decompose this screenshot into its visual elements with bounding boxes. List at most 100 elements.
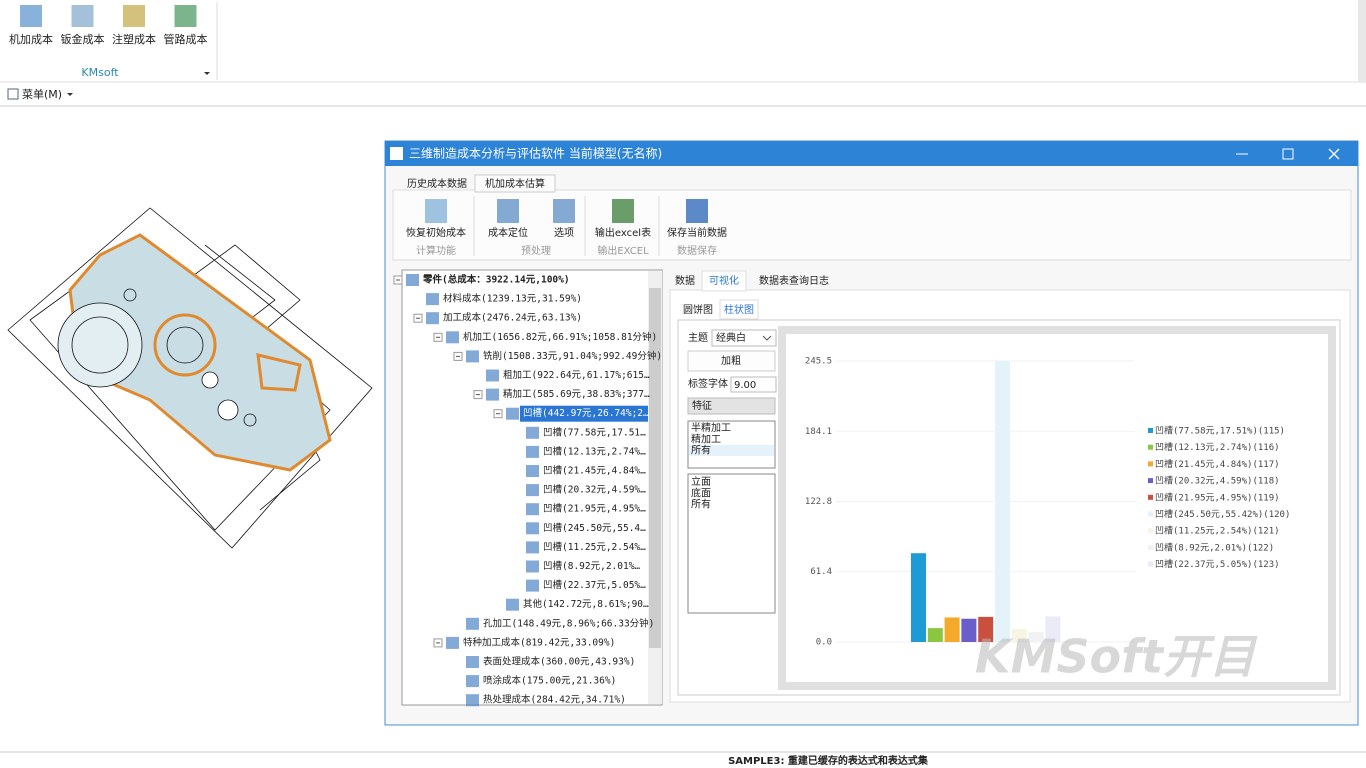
group-label: 预处理 bbox=[521, 245, 551, 257]
bar bbox=[1028, 631, 1044, 642]
tree-node[interactable]: 材料成本(1239.13元,31.59%) bbox=[443, 293, 582, 305]
label: 标签字体 bbox=[688, 377, 728, 390]
group-label: 输出EXCEL bbox=[597, 244, 649, 257]
tree-node[interactable]: 零件(总成本：3922.14元,100%) bbox=[422, 274, 570, 286]
tree-node[interactable]: 凹槽(20.32元,4.59%… bbox=[543, 484, 646, 496]
tree-icon bbox=[466, 350, 479, 363]
tree-icon bbox=[486, 388, 499, 401]
tree-node[interactable]: 喷涂成本(175.00元,21.36%) bbox=[483, 675, 616, 687]
tree-node[interactable]: 凹槽(8.92元,2.01%… bbox=[543, 560, 640, 572]
legend-swatch bbox=[1148, 478, 1153, 484]
scroll-thumb[interactable] bbox=[649, 288, 661, 648]
list-item[interactable]: 所有 bbox=[691, 498, 711, 511]
legend-entry[interactable]: 凹槽(20.32元,4.59%)(118) bbox=[1155, 475, 1280, 487]
tree-node[interactable]: 表面处理成本(360.00元,43.93%) bbox=[483, 656, 635, 668]
legend-entry[interactable]: 凹槽(245.50元,55.42%)(120) bbox=[1155, 508, 1290, 520]
tree-icon bbox=[466, 656, 479, 668]
legend-swatch bbox=[1148, 494, 1153, 500]
list-box bbox=[687, 420, 776, 469]
ribbon-icon bbox=[20, 5, 42, 27]
menu[interactable]: 菜单(M) bbox=[22, 88, 62, 101]
legend-entry[interactable]: 凹槽(77.58元,17.51%)(115) bbox=[1155, 425, 1285, 437]
tab[interactable]: 历史成本数据 bbox=[407, 177, 467, 190]
toolbar-button[interactable]: 选项 bbox=[554, 226, 574, 239]
bar bbox=[911, 553, 926, 642]
tree-node[interactable]: 凹槽(245.50元,55.4… bbox=[543, 522, 646, 534]
tree-node[interactable]: 凹槽(442.97元,26.74%;2… bbox=[523, 407, 649, 419]
bar bbox=[927, 628, 943, 642]
tree-node[interactable]: 孔加工(148.49元,8.96%;66.33分钟) bbox=[483, 617, 654, 629]
ribbon-icon bbox=[174, 5, 197, 27]
list-item[interactable]: 精加工 bbox=[691, 432, 721, 445]
tab[interactable]: 数据 bbox=[675, 274, 695, 287]
toolbar-button[interactable]: 输出excel表 bbox=[595, 226, 651, 239]
tree-icon bbox=[526, 541, 539, 554]
ribbon-button[interactable]: 机加成本 bbox=[9, 32, 53, 46]
toolbar-button[interactable]: 成本定位 bbox=[488, 226, 528, 239]
legend-entry[interactable]: 凹槽(8.92元,2.01%)(122) bbox=[1155, 541, 1274, 553]
tree-node[interactable]: 铣削(1508.33元,91.04%;992.49分钟) bbox=[483, 350, 662, 362]
tree-node[interactable]: 精加工(585.69元,38.83%;377… bbox=[503, 388, 650, 400]
toolbar-icon bbox=[612, 199, 634, 223]
ribbon-button[interactable]: 管路成本 bbox=[164, 32, 208, 46]
dropdown-arrow bbox=[204, 72, 210, 75]
font-size-input[interactable] bbox=[730, 376, 777, 393]
legend-entry[interactable]: 凹槽(11.25元,2.54%)(121) bbox=[1155, 525, 1280, 537]
tab-active bbox=[701, 270, 747, 292]
close-button[interactable] bbox=[1328, 148, 1340, 160]
y-tick-label: 0.0 bbox=[816, 638, 832, 648]
toolbar-button[interactable]: 恢复初始成本 bbox=[406, 226, 466, 239]
tree-node[interactable]: 其他(142.72元,8.61%;90… bbox=[523, 598, 649, 610]
tree-node[interactable]: 凹槽(22.37元,5.05%… bbox=[543, 579, 646, 591]
maximize-button[interactable] bbox=[1282, 148, 1294, 160]
tree-icon bbox=[446, 636, 459, 649]
legend-entry[interactable]: 凹槽(12.13元,2.74%)(116) bbox=[1155, 441, 1280, 453]
tree-node[interactable]: 凹槽(21.45元,4.84%… bbox=[543, 465, 646, 477]
legend-swatch bbox=[1148, 461, 1153, 467]
list-item[interactable]: 底面 bbox=[691, 486, 711, 499]
tab[interactable]: 机加成本估算 bbox=[485, 177, 545, 190]
watermark: KMSoft开目 bbox=[975, 630, 1258, 684]
toolbar bbox=[392, 189, 1352, 261]
cad-model bbox=[7, 207, 373, 549]
tree-node[interactable]: 凹槽(21.95元,4.95%… bbox=[543, 503, 646, 515]
tree-icon bbox=[526, 426, 539, 439]
legend-entry[interactable]: 凹槽(22.37元,5.05%)(123) bbox=[1155, 558, 1280, 570]
tree-node[interactable]: 凹槽(11.25元,2.54%… bbox=[543, 541, 646, 553]
tab-active bbox=[474, 174, 556, 193]
tree-node[interactable]: 凹槽(12.13元,2.74%… bbox=[543, 445, 646, 457]
tab[interactable]: 数据表查询日志 bbox=[759, 274, 829, 287]
tree-icon bbox=[526, 522, 539, 535]
tree-node[interactable]: 凹槽(77.58元,17.51… bbox=[543, 426, 646, 438]
list-item[interactable]: 立面 bbox=[691, 475, 711, 488]
ribbon-button[interactable]: 注塑成本 bbox=[112, 32, 156, 46]
tab[interactable]: 圆饼图 bbox=[683, 303, 713, 316]
legend-swatch bbox=[1148, 528, 1153, 534]
legend-entry[interactable]: 凹槽(21.45元,4.84%)(117) bbox=[1155, 458, 1280, 470]
list-item[interactable]: 所有 bbox=[691, 444, 711, 457]
dropdown-arrow bbox=[762, 335, 772, 341]
toolbar-icon bbox=[425, 199, 447, 223]
theme-select[interactable] bbox=[711, 329, 777, 347]
y-tick-label: 61.4 bbox=[810, 567, 832, 577]
bold-button[interactable] bbox=[687, 350, 776, 372]
tree-node[interactable]: 热处理成本(284.42元,34.71%) bbox=[483, 694, 626, 706]
ribbon-button[interactable]: 钣金成本 bbox=[61, 32, 105, 46]
ribbon-icon bbox=[123, 5, 145, 27]
legend-entry[interactable]: 凹槽(21.95元,4.95%)(119) bbox=[1155, 491, 1280, 503]
label: 主题 bbox=[688, 332, 708, 344]
tab[interactable]: 可视化 bbox=[709, 274, 739, 287]
toolbar-button[interactable]: 保存当前数据 bbox=[667, 226, 727, 239]
hover-row bbox=[689, 445, 774, 456]
toolbar-icon bbox=[553, 199, 575, 223]
tree-node[interactable]: 特种加工成本(819.42元,33.09%) bbox=[463, 636, 615, 648]
list-item[interactable]: 半精加工 bbox=[691, 421, 731, 434]
tree-node[interactable]: 机加工(1656.82元,66.91%;1058.81分钟) bbox=[463, 331, 657, 343]
tree-node[interactable]: 粗加工(922.64元,61.17%;615… bbox=[503, 369, 650, 381]
tab[interactable]: 柱状图 bbox=[724, 303, 754, 316]
tree-icon bbox=[406, 274, 419, 286]
tree-icon bbox=[466, 675, 479, 688]
group-label: 计算功能 bbox=[416, 244, 456, 257]
bar bbox=[995, 361, 1010, 642]
tree-node[interactable]: 加工成本(2476.24元,63.13%) bbox=[443, 312, 582, 324]
